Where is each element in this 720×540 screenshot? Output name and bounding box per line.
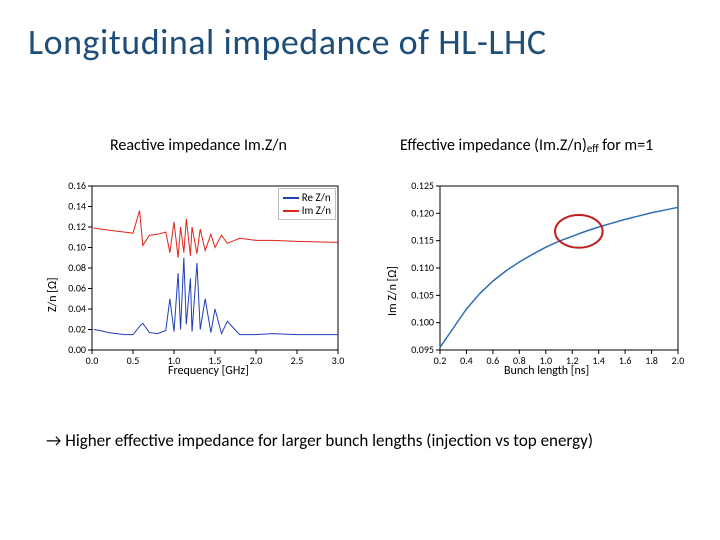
svg-text:0.4: 0.4 [460, 354, 473, 367]
chart-right-xlabel: Bunch length [ns] [504, 364, 589, 378]
left-chart-subtitle: Reactive impedance Im.Z/n [110, 136, 287, 155]
svg-text:0.110: 0.110 [411, 261, 434, 274]
svg-text:0.125: 0.125 [411, 180, 434, 192]
svg-text:2.0: 2.0 [672, 354, 685, 367]
svg-text:0.02: 0.02 [68, 323, 86, 336]
chart-left-ylabel: Z/n [Ω] [46, 277, 60, 312]
svg-text:0.06: 0.06 [68, 282, 86, 295]
svg-text:0.095: 0.095 [411, 343, 434, 356]
legend-label: Im Z/n [302, 204, 331, 217]
svg-text:1.6: 1.6 [619, 354, 632, 367]
svg-text:1.8: 1.8 [645, 354, 658, 367]
page-title: Longitudinal impedance of HL-LHC [28, 20, 547, 64]
svg-text:0.12: 0.12 [68, 220, 86, 233]
svg-text:0.5: 0.5 [127, 354, 140, 367]
svg-text:3.0: 3.0 [332, 354, 345, 367]
legend-label: Re Z/n [302, 191, 331, 204]
right-chart-subtitle: Effective impedance (Im.Z/n)eff for m=1 [400, 136, 653, 155]
right-sub-post: for m=1 [599, 136, 654, 155]
legend-item: Im Z/n [283, 204, 331, 217]
svg-text:0.120: 0.120 [411, 206, 434, 219]
svg-text:0.2: 0.2 [434, 354, 447, 367]
svg-text:0.0: 0.0 [86, 354, 99, 367]
chart-right-svg: 0.20.40.60.81.01.21.41.61.82.00.0950.100… [388, 180, 688, 378]
legend-swatch-re [283, 197, 299, 199]
reactive-impedance-chart: 0.00.51.01.52.02.53.00.000.020.040.060.0… [48, 180, 348, 378]
svg-text:0.6: 0.6 [487, 354, 500, 367]
chart-left-xlabel: Frequency [GHz] [168, 364, 249, 378]
effective-impedance-chart: 0.20.40.60.81.01.21.41.61.82.00.0950.100… [388, 180, 688, 378]
svg-text:0.04: 0.04 [68, 302, 86, 315]
svg-text:2.5: 2.5 [291, 354, 304, 367]
right-sub-sub: eff [587, 142, 599, 155]
chart-left-legend: Re Z/n Im Z/n [278, 188, 336, 220]
svg-text:0.100: 0.100 [411, 316, 434, 329]
right-sub-pre: Effective impedance (Im.Z/n) [400, 136, 587, 155]
svg-text:0.10: 0.10 [68, 241, 86, 254]
chart-right-ylabel: Im Z/n [Ω] [386, 266, 400, 316]
svg-text:0.08: 0.08 [68, 261, 86, 274]
svg-text:0.14: 0.14 [68, 200, 86, 213]
svg-text:0.105: 0.105 [411, 288, 434, 301]
legend-swatch-im [283, 210, 299, 212]
svg-text:0.115: 0.115 [411, 234, 434, 247]
svg-text:0.00: 0.00 [68, 343, 86, 356]
svg-text:0.16: 0.16 [68, 180, 86, 192]
conclusion-text: → Higher effective impedance for larger … [46, 430, 593, 451]
legend-item: Re Z/n [283, 191, 331, 204]
svg-text:2.0: 2.0 [250, 354, 263, 367]
svg-text:1.4: 1.4 [592, 354, 605, 367]
